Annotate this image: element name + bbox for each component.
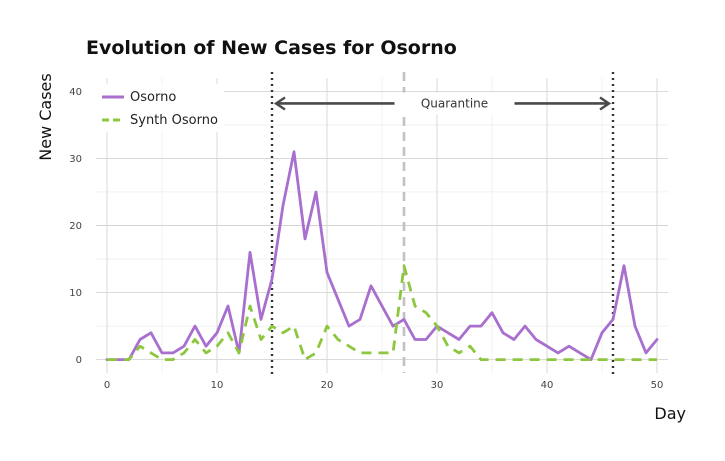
x-tick-label: 0 [104,380,110,391]
x-ticks: 0 10 20 30 40 50 [104,380,664,391]
series-line-osorno [105,150,659,362]
chart-title: Evolution of New Cases for Osorno [86,37,457,59]
series-line-synth-osorno [107,264,657,362]
quarantine-label: Quarantine [421,96,488,110]
y-axis-title: New Cases [36,73,55,160]
quarantine-label-box [394,92,515,115]
quarantine-annotation: Quarantine [273,92,612,115]
y-tick-label: 20 [69,221,82,232]
x-tick-label: 10 [211,380,224,391]
x-axis-title: Day [654,404,686,423]
legend: Osorno Synth Osorno [96,84,224,132]
x-tick-label: 40 [541,380,554,391]
y-ticks: 0 10 20 30 40 [69,87,82,366]
y-tick-label: 0 [76,355,82,366]
quarantine-arrow-head-left [273,96,286,111]
legend-background [96,84,224,132]
series-lines [105,150,659,362]
x-tick-label: 50 [651,380,664,391]
quarantine-lines [270,72,615,375]
y-tick-label: 30 [69,154,82,165]
y-tick-label: 10 [69,288,82,299]
legend-label-osorno: Osorno [130,90,176,105]
x-tick-label: 20 [321,380,334,391]
quarantine-arrow-head-right [599,96,612,111]
x-tick-label: 30 [431,380,444,391]
legend-label-synth-osorno: Synth Osorno [130,113,218,128]
y-tick-label: 40 [69,87,82,98]
